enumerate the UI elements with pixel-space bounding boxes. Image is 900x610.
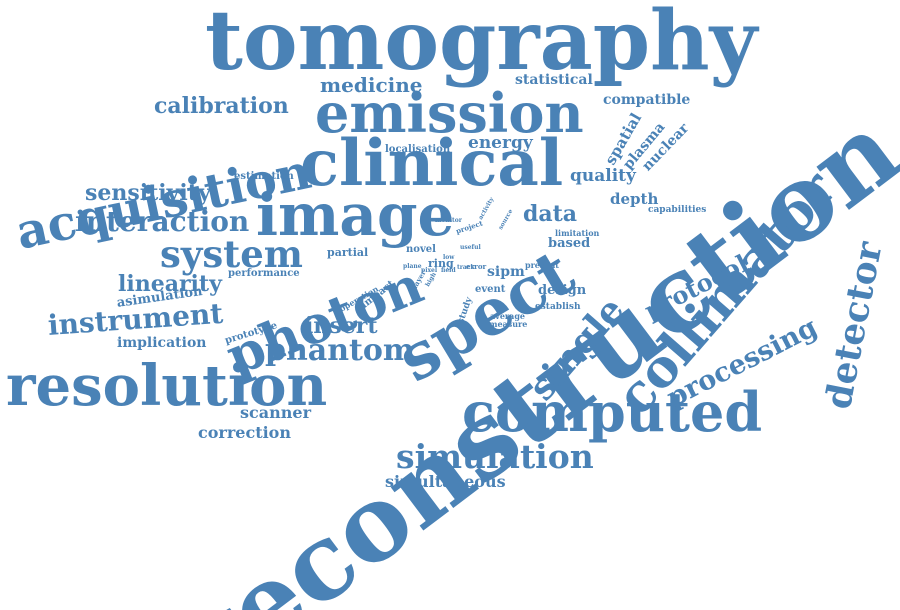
word-novel: novel bbox=[406, 244, 436, 255]
word-measure: measure bbox=[489, 319, 528, 329]
word-pixel: pixel bbox=[421, 267, 438, 274]
word-calibration: calibration bbox=[154, 93, 289, 119]
word-average: average bbox=[490, 311, 526, 321]
word-partial: partial bbox=[327, 246, 369, 259]
word-ring: ring bbox=[428, 257, 454, 270]
word-source: source bbox=[497, 208, 515, 231]
word-computed: computed bbox=[462, 380, 763, 444]
word-present: present bbox=[525, 260, 560, 270]
word-energy: energy bbox=[468, 133, 533, 153]
word-system: system bbox=[160, 232, 303, 276]
word-scanner: scanner bbox=[240, 403, 311, 422]
word-quality: quality bbox=[570, 166, 636, 186]
word-insert: insert bbox=[305, 313, 378, 339]
word-emission: emission bbox=[315, 81, 584, 145]
word-useful: useful bbox=[460, 244, 481, 251]
word-low: low bbox=[443, 254, 455, 261]
word-sipm: sipm bbox=[487, 264, 525, 280]
word-clinical: clinical bbox=[300, 126, 564, 201]
word-performance: performance bbox=[228, 268, 300, 279]
word-plane: plane bbox=[403, 263, 422, 270]
word-sensitivity: sensitivity bbox=[85, 180, 211, 206]
word-track: track bbox=[457, 264, 475, 271]
word-based: based bbox=[548, 236, 591, 251]
word-depth: depth bbox=[610, 190, 659, 208]
word-resolution: resolution bbox=[6, 353, 328, 419]
word-compatible: compatible bbox=[603, 92, 691, 108]
word-implication: implication bbox=[117, 335, 207, 351]
word-design: design bbox=[538, 283, 587, 298]
word-estimation: estimation bbox=[234, 171, 294, 182]
word-linearity: linearity bbox=[118, 271, 222, 297]
word-localisation: localisation bbox=[385, 144, 451, 155]
word-error: error bbox=[466, 262, 487, 271]
word-simultaneous: simultaneous bbox=[385, 472, 506, 491]
word-detector: detector bbox=[817, 238, 891, 413]
word-tomography: tomography bbox=[205, 0, 758, 89]
word-correction: correction bbox=[198, 423, 291, 442]
word-image: image bbox=[256, 181, 455, 249]
word-medicine: medicine bbox=[320, 73, 423, 97]
word-limitation: limitation bbox=[555, 228, 600, 238]
word-simulation: simulation bbox=[396, 437, 594, 476]
word-event: event bbox=[475, 284, 506, 295]
word-phantom: phantom bbox=[265, 333, 415, 368]
word-monitor: monitor bbox=[435, 217, 462, 224]
word-statistical: statistical bbox=[515, 72, 593, 88]
word-establish: establish bbox=[535, 302, 581, 312]
word-data: data bbox=[523, 201, 578, 227]
word-capabilities: capabilities bbox=[648, 205, 707, 215]
word-interaction: interaction bbox=[75, 205, 250, 238]
word-field: field bbox=[441, 267, 456, 274]
